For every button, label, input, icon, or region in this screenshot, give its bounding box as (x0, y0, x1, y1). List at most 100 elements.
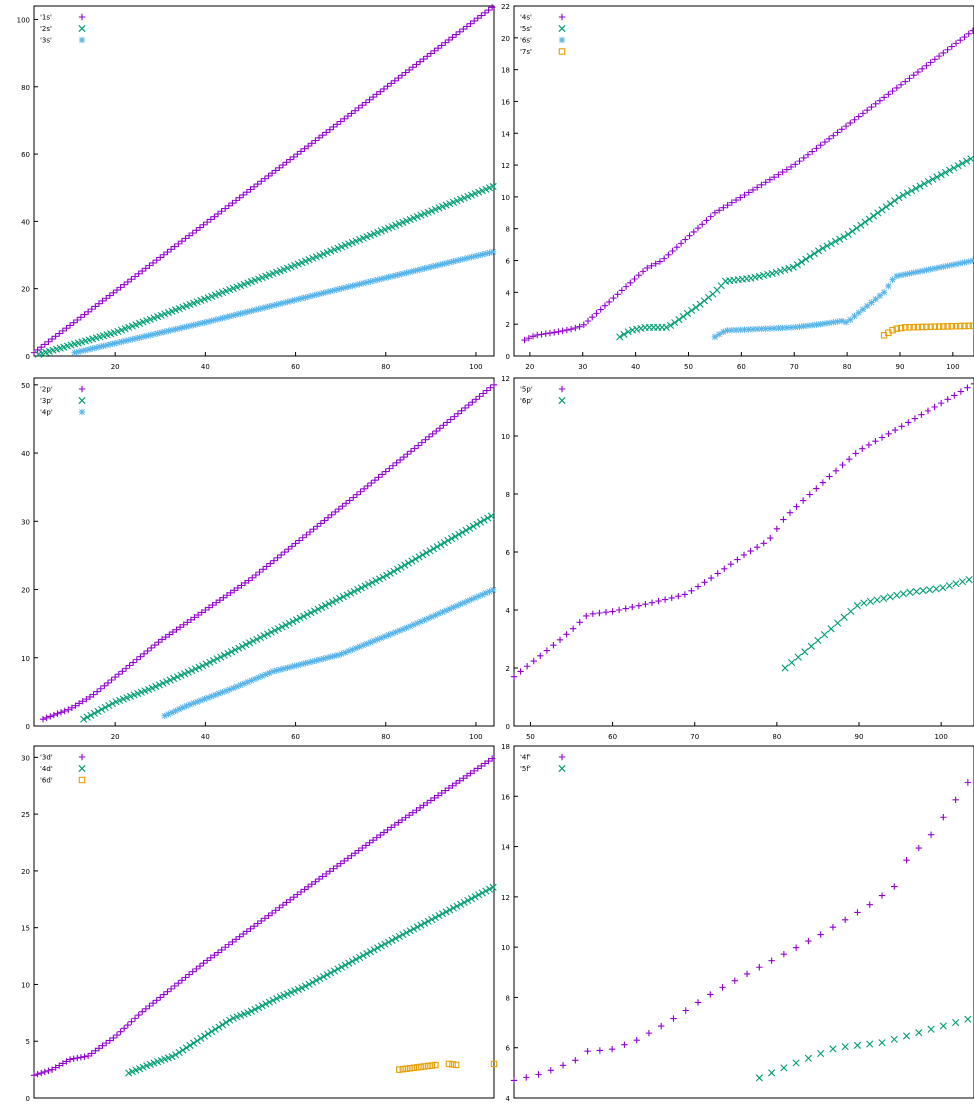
data-point (366, 839, 373, 847)
data-point (820, 631, 829, 639)
data-point (182, 1044, 191, 1052)
data-point (961, 259, 968, 266)
data-point (208, 693, 215, 700)
data-point (479, 390, 487, 397)
y-tick-label: 50 (21, 382, 30, 390)
data-point (172, 1051, 180, 1059)
data-point (656, 258, 664, 265)
data-point (219, 314, 226, 322)
data-point (330, 123, 337, 131)
data-point (280, 299, 288, 307)
data-point (363, 640, 371, 647)
data-point (482, 250, 490, 257)
data-point (547, 1067, 554, 1074)
data-point (351, 107, 359, 114)
data-point (768, 1069, 776, 1077)
data-point (334, 286, 342, 293)
data-point (701, 579, 708, 586)
data-point (876, 292, 884, 299)
data-point (482, 589, 490, 597)
data-point (105, 701, 113, 710)
data-point (292, 616, 301, 624)
data-point (589, 610, 597, 617)
data-point (792, 324, 799, 331)
data-point (251, 675, 259, 683)
data-point (215, 690, 223, 697)
data-point (439, 260, 446, 268)
data-point (92, 303, 99, 310)
data-point (186, 1041, 194, 1050)
data-point (181, 670, 189, 678)
data-point (88, 305, 95, 313)
data-point (523, 663, 531, 670)
chart-panel-1: 0 20 40 60 80 100 20 40 60 80 100 '1s' '2s' '3s' (17, 4, 497, 371)
data-point (332, 596, 340, 604)
data-point (602, 609, 610, 616)
data-point (395, 819, 402, 826)
y-tick-label: 80 (21, 84, 30, 92)
data-point (670, 1015, 677, 1022)
data-point (572, 324, 579, 332)
data-point (766, 325, 774, 332)
data-point (946, 166, 954, 174)
data-point (323, 971, 331, 979)
data-point (169, 628, 177, 636)
data-point (478, 12, 485, 19)
data-point (262, 671, 270, 678)
data-point (770, 173, 778, 181)
y-tick-label: 0 (26, 353, 30, 361)
data-point (204, 694, 212, 701)
data-point (671, 319, 679, 327)
data-point (683, 309, 692, 318)
data-point (381, 274, 389, 282)
data-point (106, 1037, 113, 1044)
data-point (202, 660, 210, 668)
data-point (448, 534, 456, 543)
data-point (814, 636, 822, 645)
data-point (335, 505, 343, 513)
data-point (164, 988, 171, 995)
x-tick-label: 80 (381, 733, 390, 741)
data-point (184, 668, 192, 676)
data-point (787, 163, 795, 171)
data-point (229, 199, 236, 207)
data-point (120, 281, 128, 288)
data-point (804, 151, 812, 158)
data-point (200, 959, 207, 967)
data-point (160, 991, 168, 998)
data-point (482, 185, 490, 193)
data-point (529, 333, 537, 340)
data-point (238, 582, 245, 589)
data-point (446, 200, 454, 208)
data-point (401, 561, 409, 569)
data-point (608, 1046, 616, 1053)
data-point (648, 599, 656, 606)
data-point (433, 427, 440, 435)
data-point (362, 842, 370, 849)
data-point (618, 287, 626, 294)
data-point (231, 587, 238, 594)
data-point (377, 88, 384, 95)
x-tick-label: 90 (855, 733, 864, 741)
data-point (202, 606, 209, 614)
data-point (220, 651, 228, 659)
data-point (298, 259, 306, 267)
data-point (788, 658, 796, 667)
data-point (175, 1048, 183, 1057)
data-point (280, 665, 288, 672)
data-point (635, 271, 642, 279)
data-point (940, 814, 947, 821)
data-point (891, 197, 899, 205)
data-point (197, 697, 205, 704)
data-point (419, 551, 427, 559)
data-point (408, 557, 416, 565)
data-point (428, 263, 435, 270)
data-point (768, 269, 776, 278)
data-point (143, 1062, 151, 1070)
y-tick-label: 2 (506, 321, 510, 329)
data-point (352, 955, 360, 963)
data-point (583, 612, 590, 620)
data-point (337, 118, 344, 125)
data-point (948, 43, 955, 50)
x-tick-label: 80 (772, 733, 781, 741)
